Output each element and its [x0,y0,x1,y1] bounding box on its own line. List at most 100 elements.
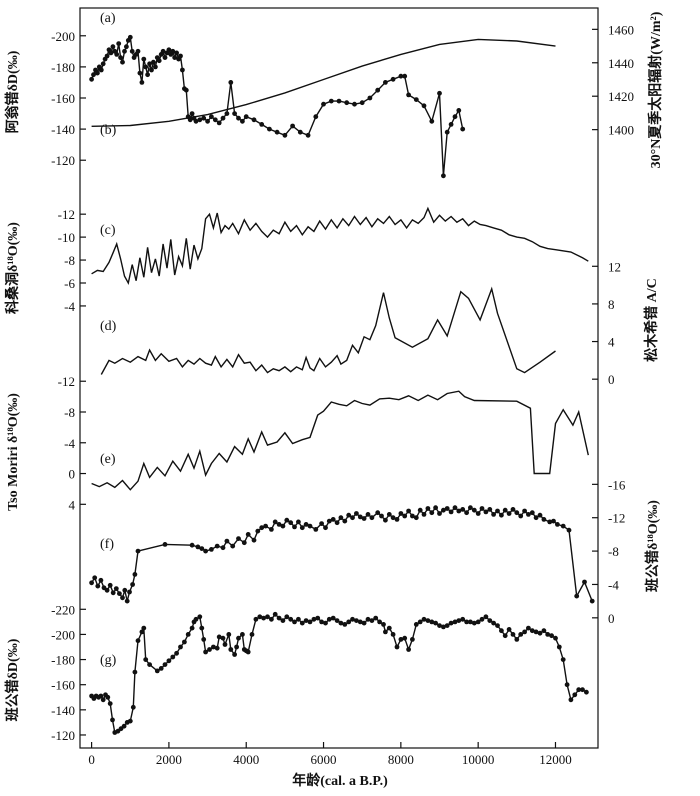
panel-f-y-tick-label: -12 [608,511,625,526]
panel-f-point [251,537,257,543]
panel-g-point [441,624,446,630]
panel-g-point [107,701,113,706]
panel-g-point [127,718,133,724]
x-axis: 年龄(cal. a B.P.) 0 2000 4000 6000 8000 10000 12… [88,742,572,789]
panel-f-point [95,583,101,589]
panel-f-point [307,523,313,529]
panel-g-point [357,619,363,625]
panel-f-point [483,509,489,515]
panel-g-point [319,619,324,625]
panel-a-point [89,76,94,82]
panel-g-point [491,620,496,626]
panel-f-point [456,508,462,514]
panel-f-series-line [91,506,593,602]
panel-a-label: (a) [100,11,116,26]
panel-f-point [162,542,168,547]
panel-g-point [203,649,209,655]
panel-d-label: (d) [100,319,117,334]
panel-g-point [437,623,442,628]
panel-g-point [296,616,301,622]
panel-a-point [212,117,218,123]
panel-f-point [510,507,516,512]
panel-a-point [460,126,466,132]
panel-g-point [272,611,278,617]
panel-f-point [541,517,547,522]
panel-f-point [107,582,113,588]
panel-g-point [216,634,222,640]
panel-c-series-line [91,206,589,285]
panel-a-point [236,115,241,121]
panel-g-point [182,639,187,645]
panel-g-y-tick-label: -200 [51,627,75,642]
panel-c-y-tick-label: -12 [58,207,75,222]
panel-c-y-tick-label: -4 [64,299,75,314]
panel-g-label: (g) [100,653,117,668]
panel-a-point [313,114,319,120]
panel-g-point [141,625,147,631]
panel-g-point [143,657,149,662]
panel-g-point [178,644,183,650]
panel-g-point [529,628,535,634]
panel-a-point [344,100,350,106]
panel-a-series-line [90,35,464,176]
panel-g-point [342,622,348,627]
panel-g-point [506,627,512,632]
panel-a-point [243,114,249,120]
panel-f-point [537,512,543,518]
panel-g-point [533,629,539,635]
panel-g-point [170,654,176,660]
panel-e-y-tick-label: -8 [64,405,75,420]
panel-g-point [154,668,160,674]
panel-b-series-line [91,38,556,127]
panel-a-y-tick-label: -160 [51,91,75,106]
panel-f-point [342,518,348,524]
panel-f-point [330,517,336,522]
panel-f-point [379,513,384,519]
panel-g-point [383,629,388,635]
panel-f-point [487,507,493,512]
panel-f-point [361,516,367,521]
panel-f-point [452,505,458,511]
panel-a-point [114,52,120,57]
panel-g-point [495,623,500,628]
panel-a-point [100,61,106,67]
panel-f-point [406,508,411,514]
panel-f-point [468,505,473,511]
panel-g-point [214,645,220,651]
panel-g-point [487,618,493,623]
panel-f-point [280,523,286,529]
panel-g-point [568,697,574,703]
panel-a-point [390,76,396,82]
panel-g-point [323,620,328,626]
panel-a-point [189,111,195,116]
panel-e-ylabel: Tso Moriri δ¹⁸O(‰) [6,393,21,511]
plot-frame [79,7,599,749]
panel-f-point [224,538,230,544]
panel-g-point [220,635,226,641]
panel-f-point [263,523,268,529]
panel-b: 1400 1420 1440 1460 30°N夏季太阳辐射(W/m²) (b) [91,11,664,168]
panel-c-y-tick-label: -10 [58,230,75,245]
panel-f-point [214,543,220,549]
panel-a-point [156,58,162,64]
panel-f-point [413,515,419,521]
panel-f-point [499,512,504,518]
panel-g-point [584,689,589,695]
panel-b-ylabel: 30°N夏季太阳辐射(W/m²) [647,11,664,168]
panel-g-point [361,620,367,626]
panel-g-point [471,620,477,626]
panel-f-point [132,572,138,577]
panel-g-point [514,637,520,642]
panel-g-point [261,615,266,621]
panel-f-y-tick-label: -16 [608,477,626,492]
panel-a-ylabel: 阿翁错δD(‰) [4,50,21,133]
panel-f-point [122,587,128,593]
panel-f-point [338,515,344,521]
panel-g-point [572,692,578,698]
panel-f-point [350,515,355,521]
panel-g-point [303,618,309,623]
panel-g-point [236,635,241,641]
panel-g-point [354,618,359,623]
panel-f-point [437,511,442,516]
